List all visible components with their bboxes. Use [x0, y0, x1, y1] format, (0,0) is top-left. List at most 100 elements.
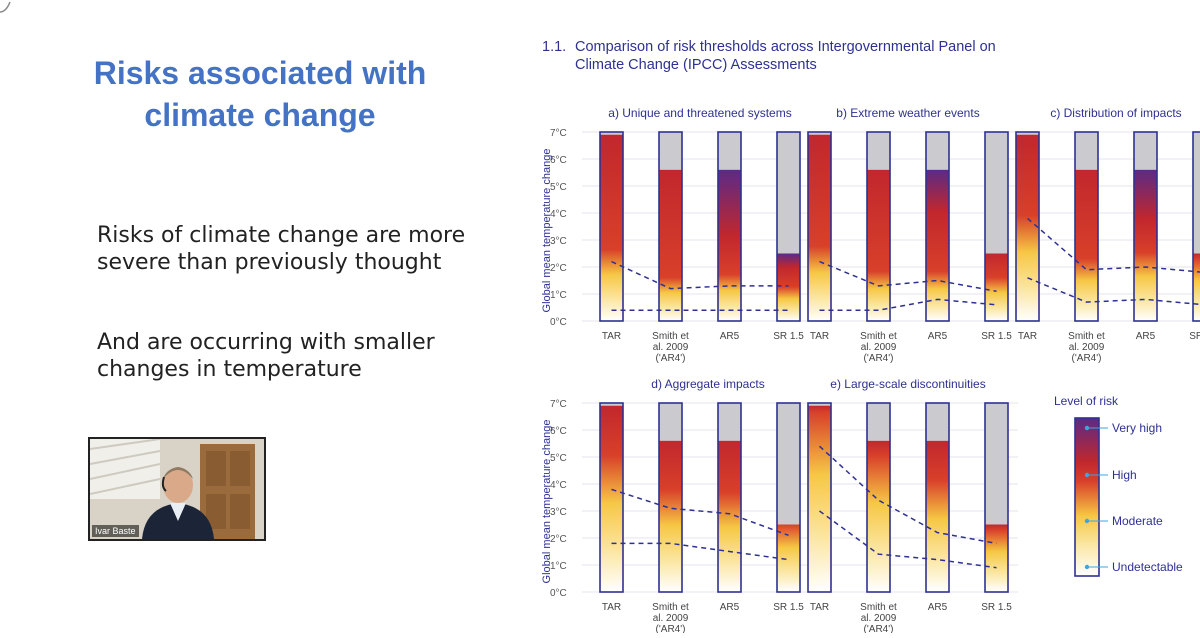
bar-risk [718, 170, 741, 321]
bullet-2-line-1: And are occurring with smaller [97, 329, 435, 356]
bar-risk [808, 135, 831, 321]
x-tick-label: Smith et [860, 602, 897, 613]
bullet-text-2: And are occurring with smaller changes i… [97, 329, 435, 383]
bar-not-assessed [718, 403, 741, 441]
x-tick-label: Smith et [652, 331, 689, 342]
x-tick-label: al. 2009 [653, 613, 689, 624]
x-tick-label: TAR [1018, 331, 1037, 342]
risk-threshold-figure: 1.1. Comparison of risk thresholds acros… [520, 0, 1200, 633]
slide-title-line-2: climate change [60, 94, 460, 136]
threshold-line [820, 446, 997, 543]
threshold-line [820, 511, 997, 568]
x-tick-label: ('AR4') [864, 353, 894, 364]
legend-level-label: High [1112, 468, 1137, 482]
x-tick-label: TAR [602, 602, 621, 613]
bar-not-assessed [867, 403, 890, 441]
figure-number: 1.1. [542, 39, 566, 55]
bar-risk [867, 441, 890, 592]
y-tick-label: 7°C [550, 128, 567, 139]
participant-name: Ivar Baste [92, 525, 139, 537]
bar-risk [926, 441, 949, 592]
bar-not-assessed [777, 403, 800, 525]
bar-not-assessed [867, 132, 890, 170]
bar-not-assessed [985, 403, 1008, 525]
figure-title-line-2: Climate Change (IPCC) Assessments [575, 57, 817, 73]
bar-not-assessed [926, 132, 949, 170]
legend-title: Level of risk [1054, 394, 1119, 408]
x-tick-label: SR 1.5 [773, 602, 804, 613]
x-tick-label: al. 2009 [653, 342, 689, 353]
y-tick-label: 7°C [550, 399, 567, 410]
bar-not-assessed [659, 403, 682, 441]
bullet-1-line-2: severe than previously thought [97, 249, 465, 276]
bar-risk [777, 254, 800, 322]
x-tick-label: AR5 [720, 331, 740, 342]
x-tick-label: AR5 [928, 602, 948, 613]
panel-title: e) Large-scale discontinuities [830, 377, 985, 391]
bar-risk [985, 525, 1008, 593]
bullet-1-line-1: Risks of climate change are more [97, 222, 465, 249]
bar-risk [867, 170, 890, 321]
bullet-2-line-2: changes in temperature [97, 356, 435, 383]
window-corner-icon [0, 0, 14, 14]
webcam-video[interactable]: Ivar Baste [88, 437, 266, 541]
threshold-line [612, 262, 789, 289]
figure-panel: 1.1. Comparison of risk thresholds acros… [520, 0, 1200, 633]
y-tick-label: 0°C [550, 317, 567, 328]
slide-title: Risks associated with climate change [60, 52, 460, 136]
bar-risk [659, 170, 682, 321]
x-tick-label: ('AR4') [1072, 353, 1102, 364]
bar-risk [600, 135, 623, 321]
x-tick-label: SR 1.5 [981, 331, 1012, 342]
x-tick-label: ('AR4') [864, 624, 894, 633]
bar-not-assessed [777, 132, 800, 254]
webcam-image [90, 439, 264, 539]
x-tick-label: Smith et [652, 602, 689, 613]
x-tick-label: TAR [810, 331, 829, 342]
x-tick-label: AR5 [1136, 331, 1156, 342]
bar-not-assessed [659, 132, 682, 170]
bar-risk [808, 406, 831, 592]
bar-not-assessed [926, 403, 949, 441]
legend-level-label: Very high [1112, 421, 1162, 435]
slide-title-line-1: Risks associated with [60, 52, 460, 94]
x-tick-label: al. 2009 [861, 613, 897, 624]
x-tick-label: Smith et [1068, 331, 1105, 342]
bar-not-assessed [1193, 132, 1200, 254]
threshold-line [820, 262, 997, 292]
bar-not-assessed [1075, 132, 1098, 170]
bar-risk [1134, 170, 1157, 321]
panel-title: b) Extreme weather events [836, 106, 979, 120]
y-axis-label: Global mean temperature change [541, 149, 553, 313]
bar-not-assessed [1134, 132, 1157, 170]
legend-level-label: Moderate [1112, 514, 1163, 528]
panel-title: a) Unique and threatened systems [608, 106, 791, 120]
bar-risk [985, 254, 1008, 322]
x-tick-label: SR 1.5 [1189, 331, 1200, 342]
bar-risk [600, 406, 623, 592]
bar-risk [1016, 135, 1039, 321]
bar-risk [926, 170, 949, 321]
threshold-line [612, 489, 789, 535]
x-tick-label: AR5 [928, 331, 948, 342]
x-tick-label: ('AR4') [656, 624, 686, 633]
panel-title: c) Distribution of impacts [1050, 106, 1181, 120]
legend-bar [1075, 418, 1099, 576]
panel-title: d) Aggregate impacts [651, 377, 764, 391]
bar-risk [1193, 254, 1200, 322]
threshold-line [820, 299, 997, 310]
y-tick-label: 0°C [550, 588, 567, 599]
y-axis-label: Global mean temperature change [541, 420, 553, 584]
legend-level-label: Undetectable [1112, 560, 1183, 574]
x-tick-label: AR5 [720, 602, 740, 613]
risk-legend: Level of risk Very high High Moderate Undete… [1054, 394, 1183, 576]
x-tick-label: TAR [810, 602, 829, 613]
bar-not-assessed [985, 132, 1008, 254]
threshold-line [1028, 218, 1200, 272]
x-tick-label: al. 2009 [861, 342, 897, 353]
x-tick-label: Smith et [860, 331, 897, 342]
x-tick-label: SR 1.5 [773, 331, 804, 342]
x-tick-label: al. 2009 [1069, 342, 1105, 353]
bar-not-assessed [718, 132, 741, 170]
x-tick-label: ('AR4') [656, 353, 686, 364]
